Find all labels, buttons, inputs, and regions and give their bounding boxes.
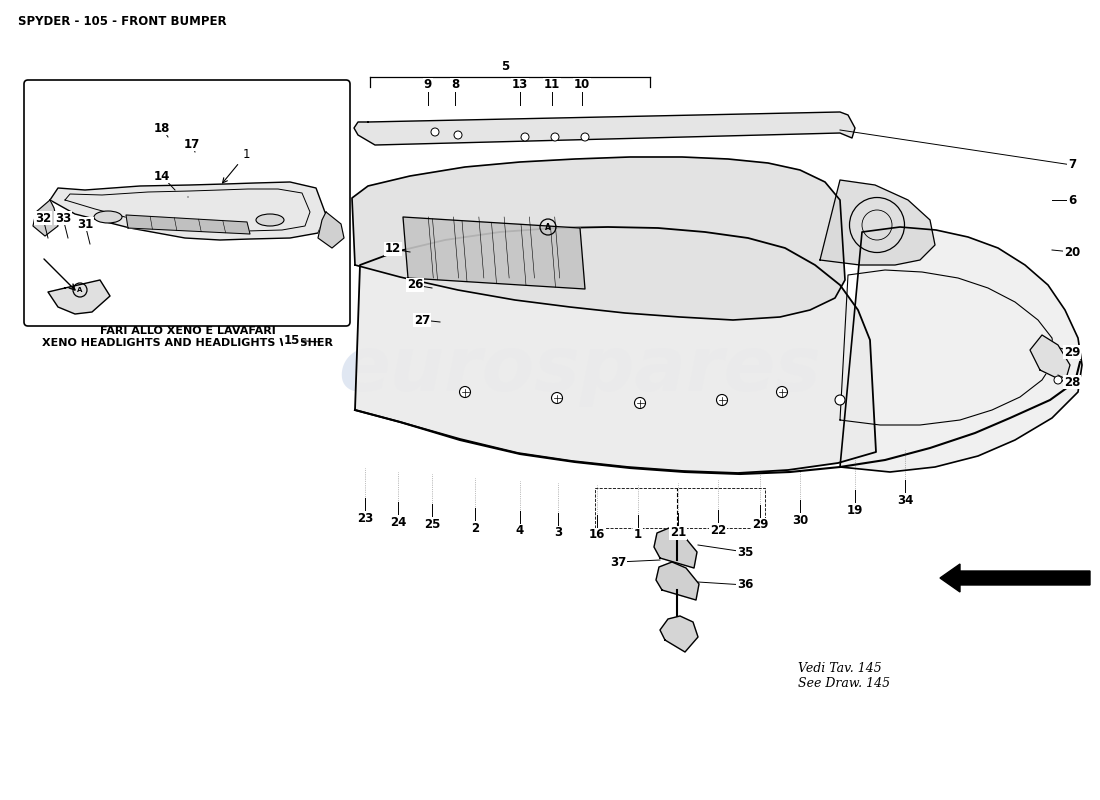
Polygon shape bbox=[48, 280, 110, 314]
Text: 15: 15 bbox=[284, 334, 300, 346]
Text: 10: 10 bbox=[574, 78, 590, 91]
Text: 12: 12 bbox=[385, 242, 402, 255]
Text: 20: 20 bbox=[1064, 246, 1080, 258]
Text: 9: 9 bbox=[424, 78, 432, 91]
Text: 30: 30 bbox=[792, 514, 808, 526]
Polygon shape bbox=[656, 562, 699, 600]
Polygon shape bbox=[352, 157, 845, 320]
Text: 7: 7 bbox=[1068, 158, 1076, 171]
Text: 24: 24 bbox=[389, 515, 406, 529]
Text: 14: 14 bbox=[154, 170, 170, 182]
Circle shape bbox=[716, 394, 727, 406]
Polygon shape bbox=[318, 212, 344, 248]
Text: 32: 32 bbox=[35, 211, 51, 225]
Text: 5: 5 bbox=[500, 61, 509, 74]
Text: 2: 2 bbox=[471, 522, 480, 534]
Text: A: A bbox=[546, 222, 551, 231]
Text: 29: 29 bbox=[1064, 346, 1080, 358]
Circle shape bbox=[521, 133, 529, 141]
Text: Vedi Tav. 145
See Draw. 145: Vedi Tav. 145 See Draw. 145 bbox=[798, 662, 890, 690]
Polygon shape bbox=[403, 217, 585, 289]
Text: 33: 33 bbox=[55, 211, 72, 225]
Polygon shape bbox=[1030, 335, 1070, 382]
Circle shape bbox=[551, 133, 559, 141]
Text: 28: 28 bbox=[1064, 375, 1080, 389]
Text: 1: 1 bbox=[222, 148, 250, 183]
Polygon shape bbox=[354, 112, 855, 145]
Text: XENO HEADLIGHTS AND HEADLIGHTS WASHER: XENO HEADLIGHTS AND HEADLIGHTS WASHER bbox=[43, 338, 333, 348]
Text: 27: 27 bbox=[414, 314, 430, 326]
Text: 16: 16 bbox=[588, 529, 605, 542]
Text: eurospares: eurospares bbox=[339, 333, 822, 407]
Text: •: • bbox=[186, 195, 190, 201]
Text: FARI ALLO XENO E LAVAFARI: FARI ALLO XENO E LAVAFARI bbox=[100, 326, 276, 336]
Text: 18: 18 bbox=[154, 122, 170, 134]
Polygon shape bbox=[33, 200, 58, 236]
Polygon shape bbox=[940, 564, 1090, 592]
Circle shape bbox=[777, 386, 788, 398]
Text: 19: 19 bbox=[847, 503, 864, 517]
Text: 22: 22 bbox=[710, 523, 726, 537]
Text: 3: 3 bbox=[554, 526, 562, 539]
Circle shape bbox=[454, 131, 462, 139]
Text: 35: 35 bbox=[737, 546, 754, 558]
Text: 1: 1 bbox=[634, 529, 642, 542]
Text: 13: 13 bbox=[512, 78, 528, 91]
Ellipse shape bbox=[256, 214, 284, 226]
Text: 4: 4 bbox=[516, 525, 524, 538]
Text: 29: 29 bbox=[751, 518, 768, 531]
Polygon shape bbox=[820, 180, 935, 265]
Polygon shape bbox=[355, 227, 876, 473]
Text: 37: 37 bbox=[609, 555, 626, 569]
Text: 23: 23 bbox=[356, 511, 373, 525]
Text: 11: 11 bbox=[543, 78, 560, 91]
Polygon shape bbox=[50, 182, 326, 240]
Circle shape bbox=[431, 128, 439, 136]
Text: 34: 34 bbox=[896, 494, 913, 506]
Text: 17: 17 bbox=[184, 138, 200, 150]
Text: SPYDER - 105 - FRONT BUMPER: SPYDER - 105 - FRONT BUMPER bbox=[18, 15, 227, 28]
Text: 21: 21 bbox=[670, 526, 686, 539]
Polygon shape bbox=[126, 215, 250, 234]
Ellipse shape bbox=[94, 211, 122, 223]
Polygon shape bbox=[660, 616, 698, 652]
Circle shape bbox=[581, 133, 589, 141]
Text: A: A bbox=[77, 287, 82, 293]
Circle shape bbox=[1054, 376, 1062, 384]
Text: 8: 8 bbox=[451, 78, 459, 91]
Polygon shape bbox=[840, 227, 1082, 472]
Text: 25: 25 bbox=[424, 518, 440, 530]
Text: 31: 31 bbox=[77, 218, 94, 230]
FancyBboxPatch shape bbox=[24, 80, 350, 326]
Circle shape bbox=[551, 393, 562, 403]
Circle shape bbox=[835, 395, 845, 405]
Text: 6: 6 bbox=[1068, 194, 1076, 206]
Circle shape bbox=[635, 398, 646, 409]
Text: 36: 36 bbox=[737, 578, 754, 591]
Circle shape bbox=[460, 386, 471, 398]
Polygon shape bbox=[654, 528, 697, 568]
Text: 26: 26 bbox=[407, 278, 424, 291]
